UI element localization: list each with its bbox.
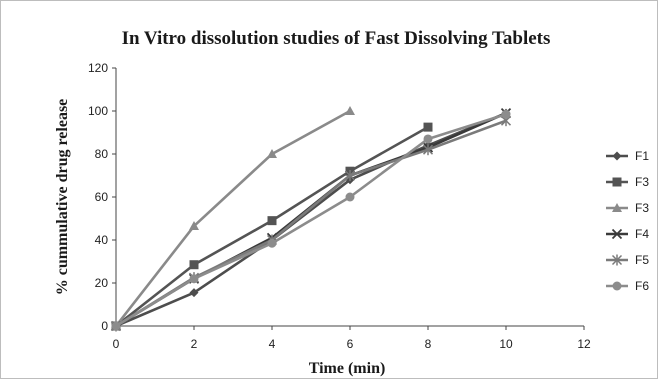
legend-marker bbox=[611, 254, 623, 266]
data-point bbox=[189, 288, 199, 298]
data-point bbox=[189, 221, 199, 231]
series-3 bbox=[111, 106, 355, 330]
data-point bbox=[344, 170, 356, 181]
series-line bbox=[115, 112, 507, 328]
data-point bbox=[345, 106, 355, 115]
x-tick-label: 12 bbox=[577, 337, 591, 351]
x-tick-label: 2 bbox=[191, 337, 198, 351]
legend-label: F4 bbox=[635, 227, 649, 241]
y-tick-label: 60 bbox=[95, 190, 109, 204]
x-tick-label: 0 bbox=[113, 337, 120, 351]
legend-item: F1 bbox=[606, 149, 649, 163]
series-5 bbox=[110, 115, 512, 332]
data-point bbox=[267, 238, 277, 248]
data-point bbox=[501, 109, 511, 119]
chart-title: In Vitro dissolution studies of Fast Dis… bbox=[122, 28, 551, 49]
series-layer bbox=[110, 106, 512, 332]
series-line bbox=[114, 109, 351, 327]
x-tick-label: 10 bbox=[499, 337, 513, 351]
data-point bbox=[423, 122, 433, 132]
axes: 0 20 40 60 80 100 120 0 2 4 6 8 10 12 bbox=[88, 61, 591, 351]
legend-marker bbox=[612, 177, 622, 187]
data-point bbox=[267, 149, 277, 158]
marker-stroke bbox=[611, 228, 623, 240]
legend-item: F3 bbox=[606, 175, 649, 189]
legend-label: F3 bbox=[635, 175, 649, 189]
x-tick-label: 6 bbox=[347, 337, 354, 351]
series-line bbox=[115, 119, 507, 328]
x-tick-label: 4 bbox=[269, 337, 276, 351]
legend-marker bbox=[612, 203, 622, 212]
legend-item: F6 bbox=[606, 279, 649, 293]
legend-label: F6 bbox=[635, 279, 649, 293]
legend-item: F4 bbox=[606, 227, 649, 241]
data-point bbox=[189, 274, 199, 284]
legend-label: F3 bbox=[635, 201, 649, 215]
x-tick-label: 8 bbox=[425, 337, 432, 351]
y-tick-label: 100 bbox=[88, 104, 108, 118]
legend-marker bbox=[611, 228, 623, 240]
y-tick-label: 80 bbox=[95, 147, 109, 161]
legend-marker bbox=[612, 281, 622, 291]
legend-marker bbox=[612, 151, 622, 161]
data-point bbox=[189, 260, 199, 270]
y-axis-label: % cummulative drug release bbox=[54, 99, 71, 296]
legend-label: F5 bbox=[635, 253, 649, 267]
data-point bbox=[423, 134, 433, 144]
legend-item: F3 bbox=[606, 201, 649, 215]
legend-label: F1 bbox=[635, 149, 649, 163]
series-6 bbox=[111, 109, 511, 331]
legend: F1 F3 F3 F4 F5 F6 bbox=[606, 149, 649, 293]
legend-item: F5 bbox=[606, 253, 649, 267]
data-point bbox=[111, 321, 121, 331]
x-axis-label: Time (min) bbox=[309, 360, 386, 377]
y-tick-label: 40 bbox=[95, 233, 109, 247]
y-tick-label: 0 bbox=[101, 319, 108, 333]
y-tick-label: 120 bbox=[88, 61, 108, 75]
data-point bbox=[345, 192, 355, 202]
series-line bbox=[115, 111, 507, 328]
data-point bbox=[267, 216, 277, 226]
y-tick-label: 20 bbox=[95, 276, 109, 290]
data-point bbox=[422, 144, 434, 156]
